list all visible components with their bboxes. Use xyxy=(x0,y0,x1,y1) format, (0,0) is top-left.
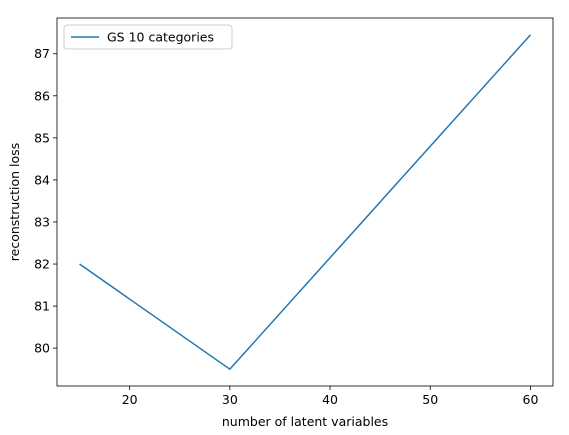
y-tick-label: 80 xyxy=(34,341,50,356)
y-tick-label: 83 xyxy=(34,214,50,229)
legend-box xyxy=(63,24,233,50)
x-axis-label: number of latent variables xyxy=(222,414,388,429)
x-tick-label: 30 xyxy=(222,392,238,407)
x-tick-label: 50 xyxy=(422,392,438,407)
y-tick-label: 81 xyxy=(34,299,50,314)
y-axis-label: reconstruction loss xyxy=(7,143,22,261)
axes-frame xyxy=(56,17,554,387)
x-tick-label: 20 xyxy=(122,392,138,407)
x-tick-label: 40 xyxy=(322,392,338,407)
y-tick-label: 87 xyxy=(34,46,50,61)
y-tick-label: 85 xyxy=(34,130,50,145)
y-tick-label: 86 xyxy=(34,88,50,103)
legend-label: GS 10 categories xyxy=(107,30,214,45)
y-tick-label: 82 xyxy=(34,257,50,272)
line xyxy=(79,34,532,371)
x-tick-label: 60 xyxy=(523,392,539,407)
y-tick-label: 84 xyxy=(34,172,50,187)
